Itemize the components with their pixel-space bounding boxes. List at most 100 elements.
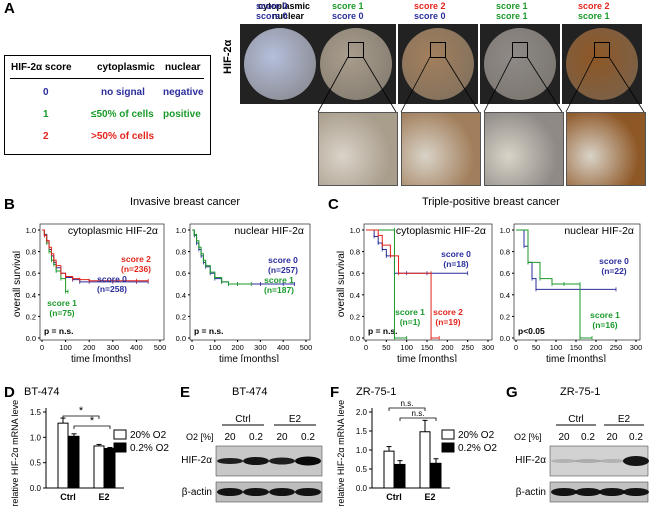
actin-band <box>243 488 269 496</box>
survival-curve <box>366 229 407 339</box>
panel-label-c: C <box>328 196 339 213</box>
plot-frame <box>39 223 165 341</box>
survival-curve <box>516 229 592 339</box>
tma-header-cyto: cytoplasmic <box>258 1 311 11</box>
significance-mark: * <box>90 415 95 427</box>
km-chart-b-cytoplasmic: cytoplasmic HIF-2α 0.0 0.2 0.4 0.6 0.8 1.0 0 100… <box>12 223 166 362</box>
y-tick-label: 0.2 <box>26 312 36 321</box>
tma-core-image <box>402 28 474 100</box>
category-label: E2 <box>98 492 109 502</box>
bar-chart-d: 0.0 0.5 1.0 1.5 relative HIF-2α mRNA levels C… <box>10 400 169 507</box>
bar <box>68 435 80 489</box>
bar <box>93 445 105 489</box>
x-tick-label: 250 <box>461 343 474 352</box>
tma-cyto-score: score 2 <box>578 1 610 11</box>
bar <box>394 463 406 489</box>
y-tick-label: 0.0 <box>356 484 368 493</box>
y-tick-label: 0.0 <box>500 334 510 343</box>
zoom-image <box>484 112 564 186</box>
significance-mark: n.s. <box>412 409 425 418</box>
x-tick-label: 0 <box>190 343 194 352</box>
zoom-region-marker <box>348 42 364 58</box>
bar <box>57 422 69 489</box>
group-label: Ctrl <box>235 414 251 425</box>
hif-band <box>243 457 269 465</box>
series-n: (n=1) <box>400 317 421 327</box>
table-row-0-cyto: no signal <box>101 87 145 98</box>
tma-cyto-score: score 1 <box>332 1 364 11</box>
series-name: score 0 <box>599 256 629 266</box>
table-header-nuc: nuclear <box>165 62 201 73</box>
x-tick-label: 500 <box>300 343 312 352</box>
bar <box>419 431 431 489</box>
panel-label-b: B <box>4 196 15 213</box>
significance-bracket <box>73 425 111 429</box>
o2-label: O2 [%] <box>514 432 542 442</box>
y-axis-label: overall survival <box>12 251 23 317</box>
tma-core-image <box>244 28 316 100</box>
y-tick-label: 1.0 <box>356 446 368 455</box>
x-tick-label: 50 <box>382 343 390 352</box>
y-axis-label: relative HIF-2α mRNA levels <box>336 400 346 507</box>
table-divider <box>10 78 204 79</box>
panel-label-a: A <box>4 0 15 17</box>
x-tick-label: 300 <box>254 343 267 352</box>
plot-frame <box>189 223 311 341</box>
group-label: E2 <box>289 414 302 425</box>
actin-band <box>575 488 601 496</box>
y-axis-label: relative HIF-2α mRNA levels <box>10 400 20 507</box>
x-tick-label: 200 <box>441 343 454 352</box>
score-table: HIF-2α score cytoplasmic nuclear 0 no si… <box>4 55 211 155</box>
legend-swatch <box>113 442 127 453</box>
series-name: score 1 <box>590 310 620 320</box>
panel-label-e: E <box>180 384 191 401</box>
p-value: p<0.05 <box>518 326 545 336</box>
x-tick-label: 100 <box>59 343 72 352</box>
legend-label: 20% O2 <box>458 430 495 441</box>
x-axis-label: time [months] <box>219 354 279 362</box>
hif-band <box>217 458 243 464</box>
zoom-region-marker <box>594 42 610 58</box>
x-tick-label: 100 <box>550 343 563 352</box>
panel-label-d: D <box>4 384 15 401</box>
hif-band <box>295 456 321 466</box>
tma-row-label: HIF-2α <box>222 39 234 74</box>
series-name: score 1 <box>395 307 425 317</box>
x-tick-label: 150 <box>570 343 583 352</box>
series-n: (n=257) <box>268 265 298 275</box>
western-blot-e: Ctrl E2 O2 [%] 20 0.2 20 0.2 HIF-2α β-actin <box>181 414 323 503</box>
x-tick-label: 100 <box>209 343 222 352</box>
band-label: HIF-2α <box>181 455 212 466</box>
p-value: p = n.s. <box>44 326 74 336</box>
x-axis-label: time [months] <box>71 354 131 362</box>
tma-header-nuc: nuclear <box>272 11 305 21</box>
tma-cyto-score: score 1 <box>496 1 528 11</box>
actin-band <box>217 488 243 496</box>
bar <box>104 447 116 489</box>
y-tick-label: 0.6 <box>350 269 360 278</box>
y-tick-label: 1.0 <box>350 226 360 235</box>
x-axis-label: time [months] <box>397 354 457 362</box>
x-tick-label: 300 <box>630 343 643 352</box>
significance-mark: * <box>79 405 84 417</box>
series-n: (n=258) <box>97 284 127 294</box>
y-tick-label: 0.0 <box>30 484 42 493</box>
significance-mark: n.s. <box>401 400 414 408</box>
table-row-2-score: 2 <box>43 131 49 142</box>
x-tick-label: 300 <box>482 343 494 352</box>
series-name: score 1 <box>47 298 77 308</box>
y-tick-label: 0.8 <box>350 248 360 257</box>
x-tick-label: 300 <box>107 343 120 352</box>
x-tick-label: 400 <box>130 343 143 352</box>
legend-swatch <box>113 429 127 440</box>
lane-label: 0.2 <box>629 432 643 443</box>
band-label: HIF-2α <box>515 455 546 466</box>
tma-core-image <box>320 28 392 100</box>
x-tick-label: 250 <box>610 343 623 352</box>
y-tick-label: 0.0 <box>176 334 186 343</box>
km-chart-b-nuclear: nuclear HIF-2α 0.0 0.2 0.4 0.6 0.8 1.0 0 100 200 3… <box>176 223 312 362</box>
tma-nuc-score: score 0 <box>256 11 288 21</box>
chart-title: nuclear HIF-2α <box>234 225 304 237</box>
lane-label: 20 <box>558 432 570 443</box>
survival-curve <box>192 229 252 285</box>
